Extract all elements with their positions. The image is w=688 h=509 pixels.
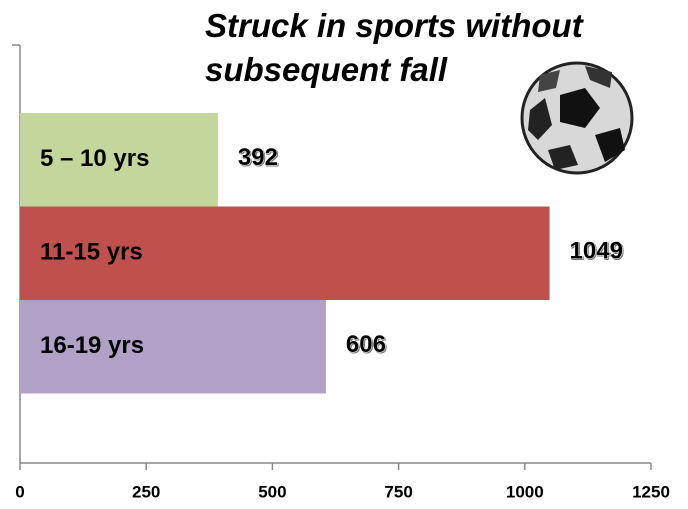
category-label: 11-15 yrs [40, 239, 143, 266]
value-label: 606 [346, 331, 386, 358]
page: 0 250 500 750 1000 1250 5 – 10 yrs 392 11-15 yrs… [0, 0, 688, 509]
value-label: 1049 [570, 238, 623, 265]
x-tick-label: 1000 [506, 482, 544, 501]
x-tick-label: 0 [15, 482, 24, 501]
x-tick-label: 750 [384, 482, 412, 501]
value-label: 392 [238, 144, 278, 171]
chart-title: Struck in sports without subsequent fall [205, 4, 645, 92]
category-label: 16-19 yrs [40, 332, 144, 359]
x-tick-label: 500 [258, 482, 286, 501]
x-tick-label: 1250 [632, 482, 670, 501]
x-tick-label: 250 [132, 482, 160, 501]
category-label: 5 – 10 yrs [40, 145, 149, 172]
